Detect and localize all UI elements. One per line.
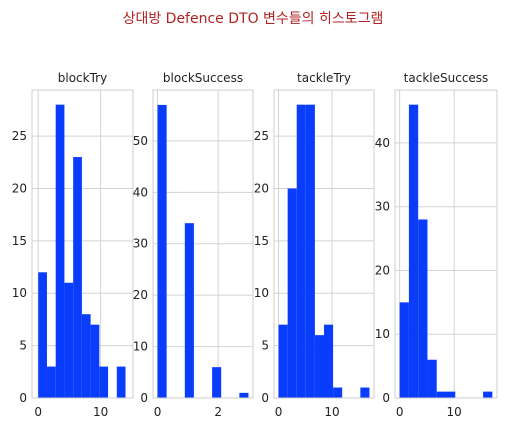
axes-frame — [152, 89, 254, 399]
panel-title: blockSuccess — [163, 71, 243, 85]
x-tick-label: 0 — [34, 405, 42, 419]
bar-blockSuccess-9 — [239, 392, 249, 398]
y-tick-label: 10 — [254, 286, 269, 300]
y-tick-label: 40 — [375, 136, 390, 150]
y-tick-label: 25 — [254, 129, 269, 143]
panel-blockSuccess: blockSuccess 0 10 20 30 40 50 0 2 — [133, 71, 254, 419]
y-tick-label: 40 — [133, 185, 148, 199]
bar-tackleTry-4 — [314, 335, 324, 398]
bar-blockSuccess-3 — [184, 223, 194, 398]
bar-blockTry-3 — [64, 282, 74, 398]
x-tick-label: 2 — [214, 405, 222, 419]
panel-title: tackleSuccess — [404, 71, 489, 85]
y-tick-label: 50 — [133, 134, 148, 148]
figure-title: 상대방 Defence DTO 변수들의 히스토그램 — [123, 11, 384, 27]
y-tick-label: 20 — [254, 181, 269, 195]
x-tick-label: 0 — [396, 405, 404, 419]
x-tick-label: 10 — [447, 405, 462, 419]
panel-tackleSuccess: tackleSuccess 0 10 20 30 40 0 10 — [375, 71, 498, 419]
bar-tackleSuccess-1 — [408, 104, 419, 399]
y-tick-label: 10 — [375, 327, 390, 341]
y-tick-label: 0 — [140, 391, 148, 405]
bar-blockTry-5 — [81, 314, 91, 398]
y-tick-label: 5 — [261, 339, 269, 353]
y-tick-label: 10 — [133, 340, 148, 354]
y-tick-label: 0 — [19, 391, 27, 405]
bar-blockTry-0 — [38, 272, 47, 398]
x-tick-label: 0 — [275, 405, 283, 419]
bar-tackleSuccess-0 — [399, 302, 409, 398]
bar-blockTry-4 — [73, 157, 82, 398]
y-tick-label: 5 — [19, 339, 27, 353]
bar-tackleSuccess-9 — [483, 391, 493, 398]
panel-tackleTry: tackleTry 0 5 10 15 20 25 0 10 — [254, 71, 375, 419]
panel-blockTry: blockTry 0 5 10 15 20 25 0 10 — [12, 71, 134, 419]
bar-blockTry-2 — [55, 104, 65, 399]
panel-title: blockTry — [58, 71, 107, 85]
y-tick-label: 20 — [12, 181, 27, 195]
y-tick-label: 15 — [12, 234, 27, 248]
x-tick-label: 0 — [154, 405, 162, 419]
bar-tackleTry-1 — [287, 188, 297, 398]
x-tick-label: 10 — [324, 405, 339, 419]
bar-tackleTry-5 — [324, 324, 334, 398]
y-tick-label: 20 — [375, 263, 390, 277]
bar-tackleSuccess-5 — [446, 391, 456, 398]
y-tick-label: 10 — [12, 286, 27, 300]
x-tick-label: 10 — [93, 405, 108, 419]
axes-frame — [31, 89, 134, 399]
bar-tackleTry-6 — [333, 387, 343, 398]
bar-blockTry-6 — [90, 324, 100, 398]
bar-blockTry-7 — [99, 366, 109, 398]
y-tick-label: 30 — [375, 200, 390, 214]
axes-frame — [273, 89, 375, 399]
bar-tackleSuccess-4 — [436, 391, 446, 398]
bar-tackleSuccess-2 — [418, 219, 428, 398]
bar-tackleTry-0 — [278, 324, 288, 398]
y-tick-label: 15 — [254, 234, 269, 248]
y-tick-label: 25 — [12, 129, 27, 143]
y-tick-label: 30 — [133, 237, 148, 251]
bar-tackleTry-9 — [360, 387, 370, 398]
y-tick-label: 0 — [382, 391, 390, 405]
y-tick-label: 20 — [133, 288, 148, 302]
axes-frame — [394, 89, 498, 399]
bar-tackleSuccess-3 — [427, 359, 437, 398]
y-tick-label: 0 — [261, 391, 269, 405]
panel-title: tackleTry — [297, 71, 351, 85]
bar-blockTry-9 — [116, 366, 126, 398]
bar-blockTry-1 — [46, 366, 56, 398]
bar-tackleTry-2 — [296, 104, 306, 399]
bar-blockSuccess-0 — [157, 104, 167, 398]
bar-tackleTry-3 — [305, 104, 315, 399]
bar-blockSuccess-6 — [212, 367, 222, 398]
